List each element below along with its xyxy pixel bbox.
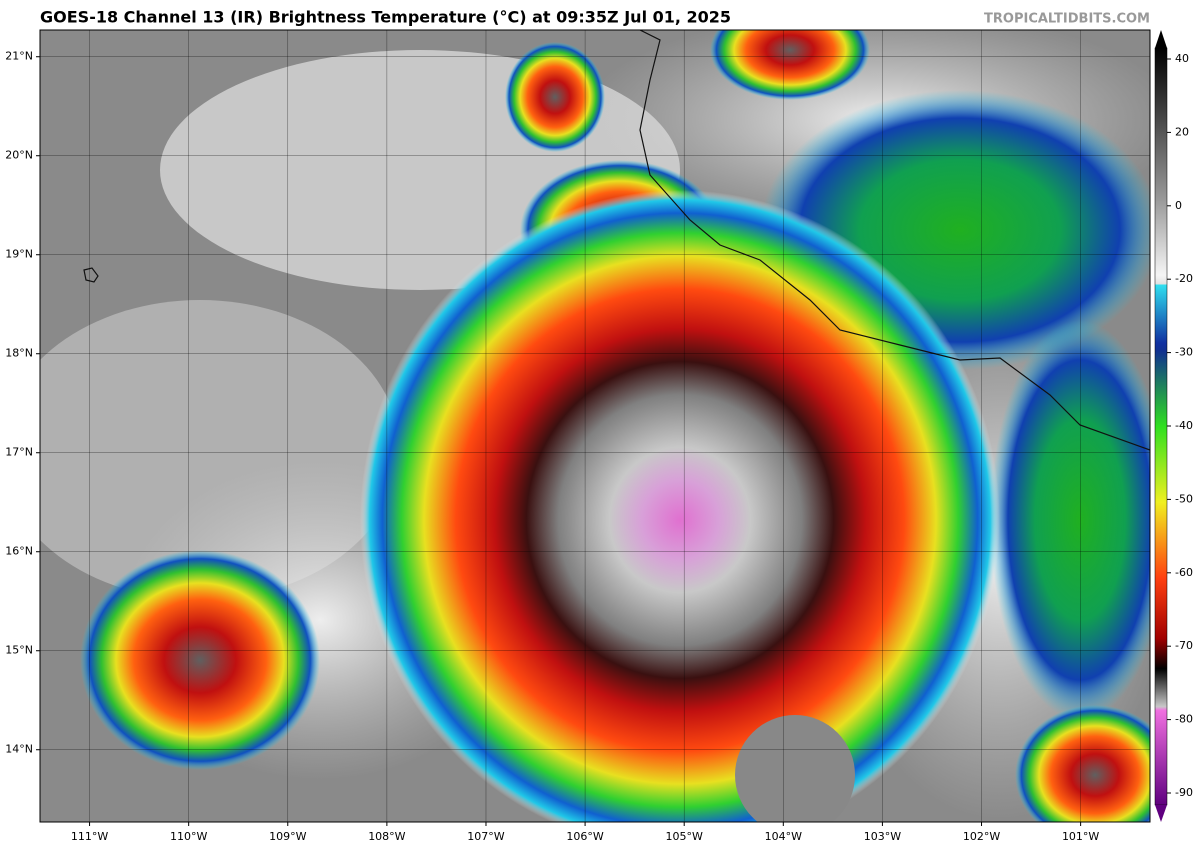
lon-tick-label: 111°W: [71, 830, 108, 843]
colorbar-tick-label: 40: [1175, 52, 1189, 65]
lat-tick-label: 14°N: [5, 743, 33, 756]
lon-tick-label: 104°W: [765, 830, 802, 843]
lon-tick-label: 110°W: [170, 830, 207, 843]
lon-tick-label: 109°W: [269, 830, 306, 843]
graticule: [40, 30, 1150, 822]
colorbar-tick-label: 20: [1175, 125, 1189, 138]
colorbar-tick-label: -80: [1175, 713, 1193, 726]
lon-tick-label: 101°W: [1062, 830, 1099, 843]
satellite-imagery: [40, 30, 1150, 822]
colorbar-tick-label: -20: [1175, 272, 1193, 285]
colorbar: [1154, 30, 1168, 822]
lon-tick-label: 102°W: [963, 830, 1000, 843]
lat-tick-label: 16°N: [5, 545, 33, 558]
map-frame: [39, 29, 1151, 823]
colorbar-tick-label: -90: [1175, 786, 1193, 799]
colorbar-tick-label: -60: [1175, 566, 1193, 579]
lat-tick-label: 21°N: [5, 50, 33, 63]
lon-tick-label: 103°W: [864, 830, 901, 843]
colorbar-tick-label: -40: [1175, 419, 1193, 432]
lat-tick-label: 20°N: [5, 149, 33, 162]
lat-tick-label: 15°N: [5, 644, 33, 657]
lat-tick-label: 17°N: [5, 446, 33, 459]
lon-tick-label: 106°W: [566, 830, 603, 843]
colorbar-tick-label: -50: [1175, 492, 1193, 505]
lon-tick-label: 108°W: [368, 830, 405, 843]
lon-tick-label: 107°W: [467, 830, 504, 843]
colorbar-tick-label: -30: [1175, 346, 1193, 359]
credit: TROPICALTIDBITS.COM: [984, 12, 1150, 27]
lat-tick-label: 19°N: [5, 248, 33, 261]
lon-tick-label: 105°W: [666, 830, 703, 843]
title: GOES-18 Channel 13 (IR) Brightness Tempe…: [40, 8, 731, 27]
lat-tick-label: 18°N: [5, 347, 33, 360]
colorbar-tick-label: -70: [1175, 639, 1193, 652]
colorbar-tick-label: 0: [1175, 199, 1182, 212]
